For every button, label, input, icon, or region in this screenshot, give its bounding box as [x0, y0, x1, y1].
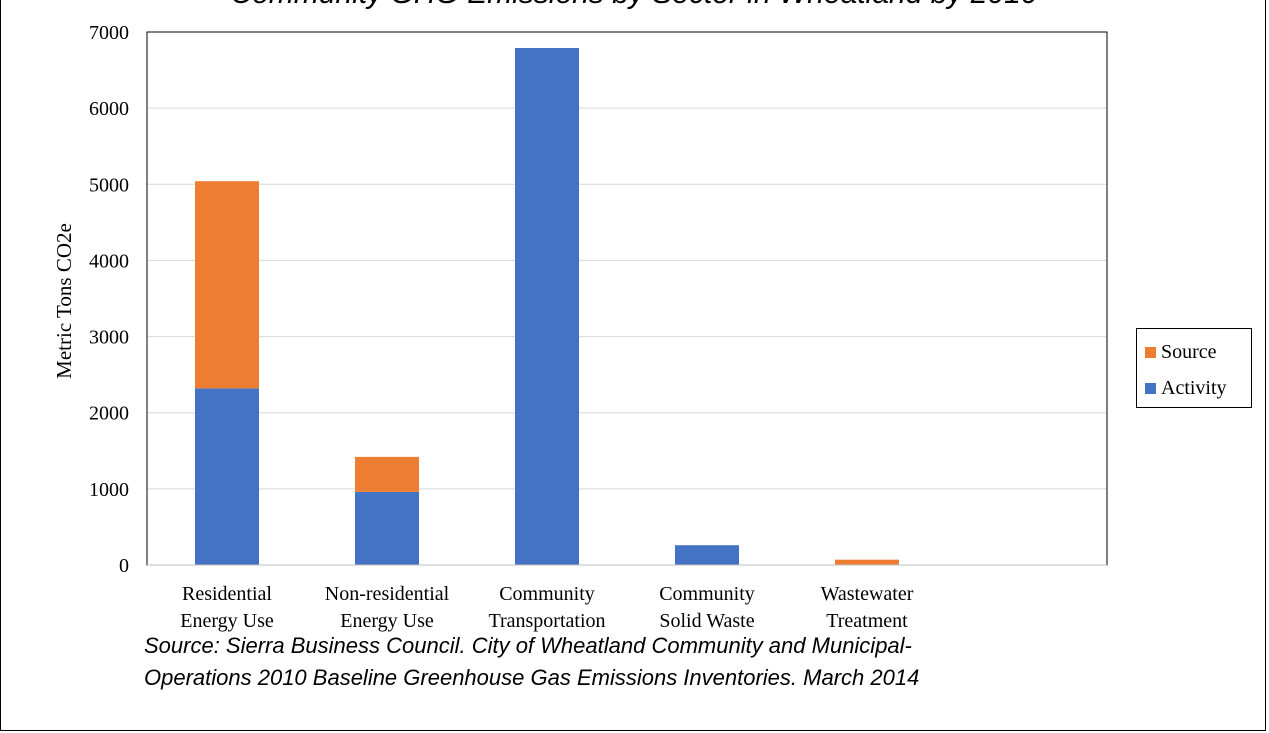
legend-swatch-activity [1145, 382, 1156, 394]
y-tick-label-4000: 4000 [89, 250, 129, 272]
source-note: Source: Sierra Business Council. City of… [144, 630, 1144, 694]
legend-swatch-source [1145, 346, 1156, 358]
y-tick-label-7000: 7000 [89, 22, 129, 44]
y-tick-label-5000: 5000 [89, 174, 129, 196]
bars [195, 47, 899, 566]
bar-activity-1 [355, 491, 419, 565]
x-tick-label-1-0: Non-residential [325, 583, 450, 605]
bar-source-1 [355, 456, 419, 492]
bar-source-0 [195, 181, 259, 389]
y-axis-label: Metric Tons CO2e [52, 223, 76, 379]
x-tick-label-3-0: Community [659, 583, 755, 605]
legend: Source Activity [1136, 328, 1252, 408]
bar-activity-3 [675, 545, 739, 565]
x-tick-label-4-0: Wastewater [821, 583, 914, 605]
legend-label-activity: Activity [1161, 376, 1227, 399]
x-tick-label-3-1: Solid Waste [659, 610, 754, 632]
x-tick-label-2-1: Transportation [488, 610, 605, 632]
axes: 0 1000 2000 3000 4000 5000 6000 7000 Residential… [89, 22, 1108, 632]
x-tick-label-2-0: Community [499, 583, 595, 605]
x-tick-label-4-1: Treatment [826, 610, 908, 632]
bar-source-4 [835, 559, 899, 565]
chart-title: Community GHG Emissions by Sector in Whe… [231, 0, 1038, 10]
y-tick-label-3000: 3000 [89, 327, 129, 349]
x-tick-label-1-1: Energy Use [340, 610, 434, 632]
source-line-2: Operations 2010 Baseline Greenhouse Gas … [144, 665, 920, 690]
x-tick-label-0-0: Residential [182, 583, 272, 605]
plot-border [146, 31, 1108, 566]
legend-item-activity: Activity [1145, 377, 1227, 399]
x-tick-label-0-1: Energy Use [180, 610, 274, 632]
y-tick-label-0: 0 [119, 555, 129, 577]
legend-label-source: Source [1161, 340, 1217, 363]
y-tick-label-1000: 1000 [89, 479, 129, 501]
bar-activity-0 [195, 388, 259, 565]
y-tick-label-6000: 6000 [89, 98, 129, 120]
bar-activity-2 [515, 47, 579, 566]
y-tick-label-2000: 2000 [89, 403, 129, 425]
gridlines [147, 107, 1107, 490]
legend-item-source: Source [1145, 341, 1217, 363]
source-line-1: Source: Sierra Business Council. City of… [144, 633, 912, 658]
